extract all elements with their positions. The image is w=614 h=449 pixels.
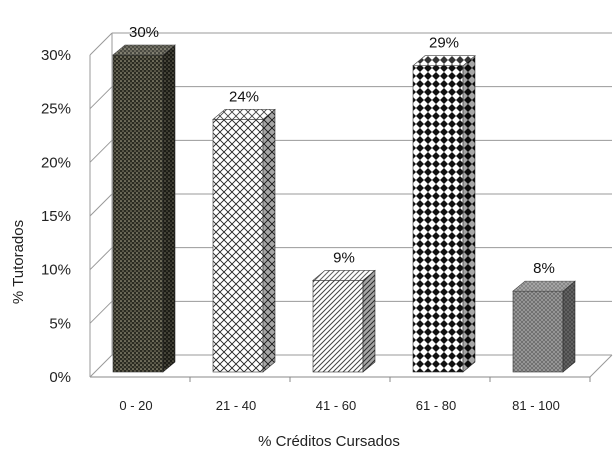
bar-top-shade [213,109,275,120]
bar [212,108,276,373]
bar-side-shade [163,45,175,372]
bar-front [412,65,464,373]
y-tick-label: 15% [41,208,71,225]
y-tick-label: 0% [49,369,71,386]
bar-side-shade [463,55,475,372]
bar-top-shade [413,55,475,66]
bar-top-shade [313,270,375,281]
y-tick-label: 5% [49,315,71,332]
bar-top-shade [513,281,575,292]
bar-side-shade [563,281,575,372]
data-label: 24% [229,88,259,105]
x-category-label: 81 - 100 [512,398,560,413]
bar-top [112,44,176,56]
x-category-label: 61 - 80 [416,398,456,413]
y-axis-ticks: 0% 5% 10% 15% 20% 25% 30% [41,47,71,386]
data-label: 9% [333,249,355,266]
gridline-side [89,247,113,271]
bar-front [112,54,164,373]
bar-top [312,270,376,281]
x-category-label: 21 - 40 [216,398,256,413]
x-category-label: 0 - 20 [119,398,152,413]
y-tick-label: 30% [41,47,71,64]
gridline-side [89,86,113,110]
bar-top [212,109,276,120]
bar-front [212,119,264,373]
bar [112,44,176,373]
x-axis-categories: 0 - 20 21 - 40 41 - 60 61 - 80 81 - 100 [119,398,559,413]
bar-side-shade [263,109,275,373]
y-tick-label: 10% [41,262,71,279]
gridline-side [89,193,113,217]
gridline-side [89,354,113,378]
gridline-side [89,300,113,324]
gridline-side [89,139,113,163]
bar-top [512,280,576,292]
y-axis-title: % Tutorados [10,220,27,304]
gridline-side [89,32,113,56]
data-label: 8% [533,260,555,277]
data-label: 29% [429,35,459,52]
bar-front [512,290,564,373]
y-tick-label: 20% [41,154,71,171]
bar-top-shade [113,45,175,55]
bar-top [412,55,476,67]
bar [412,55,476,373]
x-category-label: 41 - 60 [316,398,356,413]
bars [112,44,576,373]
data-labels: 30% 24% 9% 29% 8% [129,24,555,277]
y-tick-label: 25% [41,101,71,118]
bar-front [312,280,364,373]
x-axis-title: % Créditos Cursados [258,433,400,449]
bar-side-shade [363,270,375,372]
data-label: 30% [129,24,159,41]
bar [512,280,576,373]
bar [312,269,376,373]
